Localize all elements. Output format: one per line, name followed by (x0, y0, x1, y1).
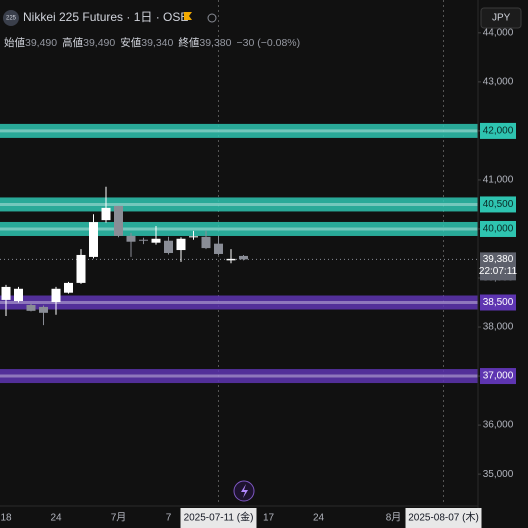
candle-body (51, 288, 61, 303)
candle-body (64, 282, 73, 293)
candle-body (1, 286, 11, 300)
ohlc-label: 始値 (4, 36, 25, 49)
currency-label[interactable]: JPY (492, 13, 511, 24)
last-price-label: 39,380 (483, 254, 514, 265)
time-axis (0, 506, 528, 528)
level-label-box (480, 196, 516, 213)
candle-body (176, 238, 186, 251)
plot (0, 0, 478, 505)
candle-body (89, 222, 98, 257)
symbol-badge (3, 10, 19, 26)
y-tick-label: 44,000 (483, 27, 514, 38)
y-tick-label: 41,000 (483, 175, 514, 186)
candle-body (26, 304, 36, 311)
candle-body (239, 255, 248, 260)
symbol-title[interactable]: Nikkei 225 Futures · 1日 · OSE (23, 10, 188, 24)
candle-body (39, 306, 48, 313)
x-tick-label: 7 (166, 513, 172, 524)
ohlc-value: 39,490 (83, 37, 115, 49)
candle-body (189, 236, 198, 238)
candle-body (201, 236, 211, 249)
level-label-box (480, 294, 516, 311)
x-tick-label: 2025-07-11 (金) (184, 511, 254, 524)
candle-body (14, 288, 23, 302)
ohlc-value: 39,340 (141, 37, 173, 49)
level-label-box (480, 122, 516, 139)
level-label-box (480, 368, 516, 385)
level-label: 40,000 (483, 224, 514, 235)
y-tick-label: 43,000 (483, 77, 514, 88)
header: 225 Nikkei 225 Futures · 1日 · OSE 始値 39,4… (3, 10, 300, 49)
level-band (0, 295, 478, 310)
ohlc-value: 39,490 (25, 37, 57, 49)
lightning (241, 484, 248, 498)
level-label-box (480, 220, 516, 237)
ohlc-values: 始値 39,490 高値 39,490 安値 39,340 終値 39,380 −30 (−0.… (4, 36, 300, 49)
last-price-box (480, 252, 516, 281)
candle-body (226, 258, 236, 261)
symbol-badge-text: 225 (6, 16, 17, 22)
level-band (0, 369, 478, 384)
x-tick-label: 24 (50, 513, 62, 524)
x-tick-highlight (180, 508, 257, 528)
level-label: 40,500 (483, 199, 514, 210)
ohlc-label: 安値 (120, 36, 141, 49)
flag-icon[interactable] (184, 12, 192, 20)
candle-body (101, 207, 111, 221)
settings-icon[interactable] (207, 13, 217, 23)
x-tick-label: 17 (263, 513, 275, 524)
candle-body (164, 240, 173, 253)
ohlc-label: 高値 (62, 36, 83, 49)
level-label: 37,000 (483, 371, 514, 382)
candle-body (76, 254, 86, 283)
x-tick-label: 7月 (111, 512, 127, 524)
y-tick-label: 35,000 (483, 469, 514, 480)
candle-body (139, 239, 148, 241)
x-tick-label: 8月 (386, 512, 402, 524)
candle-body (214, 243, 223, 254)
currency-button[interactable] (480, 7, 522, 29)
countdown: 22:07:11 (479, 266, 518, 277)
y-tick-label: 36,000 (483, 420, 514, 431)
x-tick-label: 2025-08-07 (木) (408, 512, 479, 524)
level-band (0, 123, 478, 138)
change: −30 (−0.08%) (237, 37, 301, 49)
x-tick-label: 24 (313, 513, 325, 524)
level-label: 38,500 (483, 297, 514, 308)
level-label: 42,000 (483, 126, 514, 137)
x-tick-label: 18 (0, 513, 12, 524)
ohlc-label: 終値 (178, 36, 199, 49)
candle-body (114, 205, 123, 236)
x-tick-highlight (405, 508, 482, 528)
candle-body (126, 235, 136, 242)
y-tick-label: 38,000 (483, 322, 514, 333)
ohlc-value: 39,380 (199, 37, 231, 49)
candle-body (151, 238, 161, 243)
